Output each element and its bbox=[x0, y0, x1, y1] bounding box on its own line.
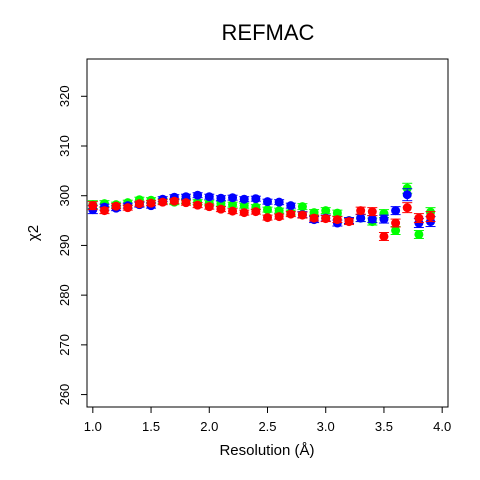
y-tick-label: 260 bbox=[57, 384, 72, 406]
y-tick-label: 320 bbox=[57, 85, 72, 107]
y-tick-label: 290 bbox=[57, 235, 72, 257]
data-point bbox=[391, 226, 401, 236]
data-point bbox=[228, 206, 238, 216]
data-point bbox=[309, 213, 319, 223]
data-point bbox=[263, 197, 272, 207]
y-axis: 260 270 280 290 300 310 320 bbox=[57, 85, 87, 405]
data-point bbox=[193, 190, 203, 200]
data-point bbox=[274, 197, 284, 207]
data-point bbox=[228, 200, 238, 210]
x-tick-label: 1.5 bbox=[142, 419, 160, 434]
y-axis-label: χ2 bbox=[25, 225, 42, 241]
data-point bbox=[88, 201, 98, 211]
data-point bbox=[158, 197, 168, 207]
data-point bbox=[414, 229, 424, 239]
x-tick-label: 2.0 bbox=[200, 419, 218, 434]
data-point bbox=[263, 205, 272, 215]
x-tick-label: 3.0 bbox=[317, 419, 335, 434]
data-point bbox=[239, 201, 249, 211]
series-0 bbox=[87, 182, 436, 239]
y-tick-label: 270 bbox=[57, 334, 72, 356]
data-point bbox=[204, 192, 214, 202]
data-point bbox=[263, 213, 272, 223]
y-tick-label: 310 bbox=[57, 135, 72, 157]
data-point bbox=[391, 218, 401, 228]
data-point bbox=[169, 196, 179, 206]
data-point bbox=[274, 212, 284, 222]
data-point bbox=[228, 193, 238, 203]
plot-area bbox=[87, 182, 436, 241]
data-point bbox=[402, 203, 412, 213]
x-tick-label: 2.5 bbox=[258, 419, 276, 434]
x-tick-label: 1.0 bbox=[84, 419, 102, 434]
data-point bbox=[146, 198, 156, 208]
y-tick-label: 280 bbox=[57, 284, 72, 306]
data-point bbox=[391, 206, 401, 216]
data-point bbox=[111, 201, 121, 211]
data-point bbox=[321, 206, 331, 216]
x-tick-label: 3.5 bbox=[375, 419, 393, 434]
data-point bbox=[193, 200, 203, 210]
data-point bbox=[239, 208, 249, 218]
data-point bbox=[344, 217, 354, 227]
data-point bbox=[239, 194, 249, 204]
data-point bbox=[379, 214, 389, 224]
data-point bbox=[286, 209, 296, 219]
data-point bbox=[402, 190, 412, 200]
x-axis-label: Resolution (Å) bbox=[219, 442, 314, 459]
data-point bbox=[134, 199, 144, 209]
data-point bbox=[367, 207, 377, 217]
data-point bbox=[251, 194, 261, 204]
data-point bbox=[251, 207, 261, 217]
data-point bbox=[414, 213, 424, 223]
data-point bbox=[379, 231, 389, 241]
series-2 bbox=[87, 196, 436, 241]
y-tick-label: 300 bbox=[57, 185, 72, 207]
data-point bbox=[356, 213, 366, 223]
data-point bbox=[181, 198, 191, 208]
data-point bbox=[204, 202, 214, 212]
x-axis: 1.0 1.5 2.0 2.5 3.0 3.5 4.0 bbox=[84, 407, 451, 434]
data-point bbox=[321, 214, 331, 224]
data-point bbox=[297, 210, 307, 220]
data-point bbox=[332, 208, 342, 218]
x-tick-label: 4.0 bbox=[433, 419, 451, 434]
data-point bbox=[332, 215, 342, 225]
data-point bbox=[367, 214, 377, 224]
data-point bbox=[99, 206, 109, 216]
series-1 bbox=[87, 188, 436, 229]
chart-title: REFMAC bbox=[222, 20, 315, 45]
data-point bbox=[356, 206, 366, 216]
data-point bbox=[216, 204, 226, 214]
data-point bbox=[426, 212, 436, 222]
data-point bbox=[297, 202, 307, 212]
data-point bbox=[123, 203, 133, 213]
data-point bbox=[286, 201, 296, 211]
data-point bbox=[216, 193, 226, 203]
